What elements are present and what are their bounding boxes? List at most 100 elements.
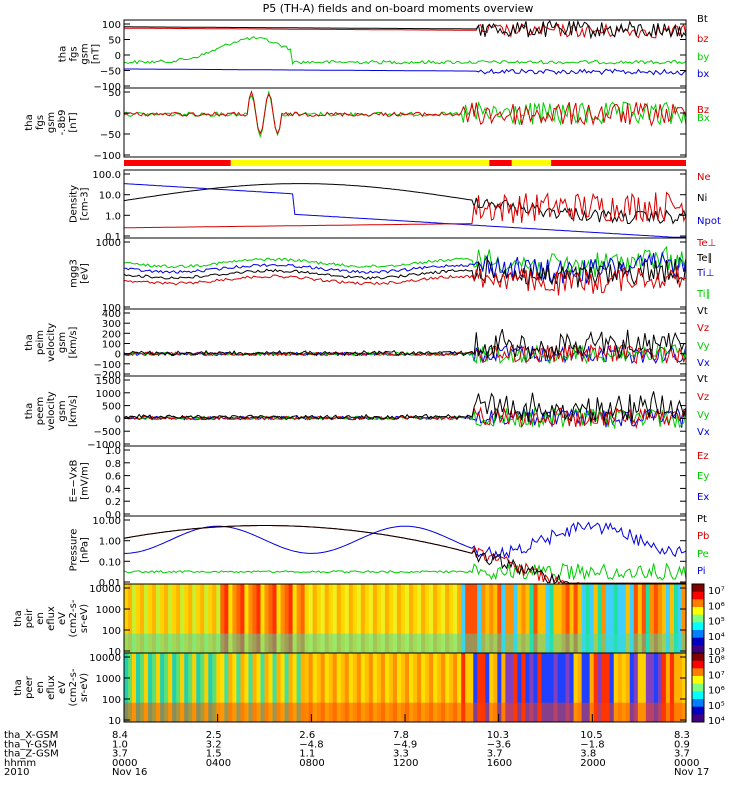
heatmap-cell (485, 584, 490, 653)
heatmap-cell (473, 653, 478, 722)
x-axis-labels: tha_X-GSM 8.4 2.5 2.6 7.8 10.3 10.5 8.3 tha_Y-GS… (4, 714, 709, 778)
y-axis-label-line: [cm-3] (80, 187, 91, 220)
y-tick-label: 0.6 (105, 472, 121, 483)
heatmap-cell (541, 584, 547, 653)
legend-pb: Pb (697, 531, 709, 542)
heatmap-cell (553, 653, 559, 722)
heatmap-cell (433, 653, 438, 722)
y-tick-label: 0 (115, 414, 121, 425)
y-tick-label: 0.4 (105, 484, 121, 495)
x-row-value: Nov 17 (674, 767, 709, 778)
heatmap-cell (348, 653, 354, 722)
heatmap-cell (665, 653, 671, 722)
legend-bt: Bt (697, 14, 708, 25)
y-axis-label-line: eV (57, 612, 68, 625)
panel-efield: Ez Ey Ex 1.0 0.8 0.60.4 0.2 0.0 E=−VxB [mV/m] (69, 445, 709, 521)
heatmap-cell (168, 584, 173, 653)
colorbar-label: 10⁵ (708, 617, 725, 628)
panel-frame (123, 87, 687, 158)
heatmap-cell (372, 584, 378, 653)
y-tick-label: 10.0 (99, 191, 121, 202)
heatmap-cell (320, 584, 326, 653)
heatmap-cell (184, 653, 189, 722)
heatmap-cell (573, 584, 579, 653)
x-row-value: 1.1 (299, 749, 315, 760)
series-line-te∥ (123, 257, 687, 288)
heatmap-cell (665, 584, 671, 653)
heatmap-cell (565, 584, 571, 653)
heatmap-cell (657, 584, 663, 653)
y-tick-label: 500 (102, 402, 121, 413)
heatmap-cell (417, 584, 422, 653)
legend-fgs: Bt bz by bx (697, 14, 709, 80)
heatmap-cell (292, 653, 298, 722)
y-axis-label-line: sr-eV) (79, 604, 90, 633)
heatmap-cell (633, 653, 639, 722)
y-axis-label-line: tha (24, 403, 35, 419)
y-axis-label-fgs_zoom: tha fgs gsm -.8b9 [nT] (24, 110, 79, 136)
x-row-value: −4.9 (393, 739, 417, 750)
y-tick-label: −100 (94, 82, 121, 93)
heatmap-cell (669, 653, 675, 722)
heatmap-cell (409, 653, 414, 722)
heatmap-cell (348, 584, 354, 653)
heatmap-cell (376, 584, 382, 653)
heatmap-cell (425, 584, 430, 653)
heatmap-cell (168, 653, 173, 722)
legend-bx: bx (697, 69, 709, 80)
heatmap-cell (232, 584, 237, 653)
y-tick-label: 100 (102, 20, 121, 31)
legend-vz: Vz (697, 323, 709, 334)
x-row-value: 10.3 (487, 730, 509, 741)
y-tick-label: −500 (94, 427, 121, 438)
heatmap-cell (156, 653, 161, 722)
x-row-value: 0.9 (674, 739, 690, 750)
panel-frame (123, 445, 687, 517)
legend-efield: Ez Ey Ex (697, 451, 709, 503)
heatmap-cell (553, 584, 559, 653)
y-axis-label-line: -.8b9 (57, 110, 68, 136)
legend-bz: Bz (697, 105, 709, 116)
x-row-label: tha_X-GSM (4, 730, 58, 741)
heatmap-cell (396, 653, 402, 722)
heatmap-cell (228, 653, 233, 722)
heatmap-cell (673, 584, 679, 653)
heatmap-cell (332, 653, 338, 722)
y-axis-label-line: [eV] (80, 263, 91, 284)
heatmap-cell (673, 653, 679, 722)
heatmap-cell (148, 653, 153, 722)
y-axis-label-line: (cm2-s- (68, 599, 79, 637)
y-tick-label: 100.0 (92, 170, 121, 181)
heatmap-cell (469, 584, 474, 653)
y-tick-label: −100 (94, 151, 121, 162)
y-axis-label-line: tha (24, 114, 35, 130)
legend-temp: Te⊥ Te∥ Ti⊥ Ti∥ (696, 238, 716, 300)
x-row-value: 8.3 (674, 730, 690, 741)
heatmap-cell (681, 584, 687, 653)
heatmap-cell (216, 653, 221, 722)
x-row-value: −1.8 (580, 739, 604, 750)
heatmap-cell (437, 584, 442, 653)
y-axis-label-line: fgs (69, 46, 80, 61)
heatmap-cell (224, 584, 229, 653)
legend-ex: Ex (697, 492, 709, 503)
heatmap-cell (437, 653, 442, 722)
heatmap-cell (188, 584, 193, 653)
legend-peim: Vt Vz Vy Vx (697, 306, 710, 369)
x-row-value: 3.7 (112, 749, 128, 760)
y-axis-label-line: gsm (57, 332, 68, 353)
heatmap-cell (336, 584, 342, 653)
y-tick-label: 0.0 (105, 510, 121, 521)
legend-pi: Pi (697, 566, 706, 577)
y-tick-label: 0 (115, 109, 121, 120)
y-ticks-efield: 1.0 0.8 0.60.4 0.2 0.0 (105, 446, 686, 521)
heatmap-cell (164, 653, 169, 722)
heatmap-cell (405, 653, 410, 722)
heatmap-cell (148, 584, 153, 653)
heatmap-cell (601, 584, 607, 653)
colorbar-step (692, 630, 704, 639)
heatmap-cell (489, 653, 494, 722)
heatmap-cell (453, 584, 458, 653)
x-row-value: 0000 (112, 758, 137, 769)
